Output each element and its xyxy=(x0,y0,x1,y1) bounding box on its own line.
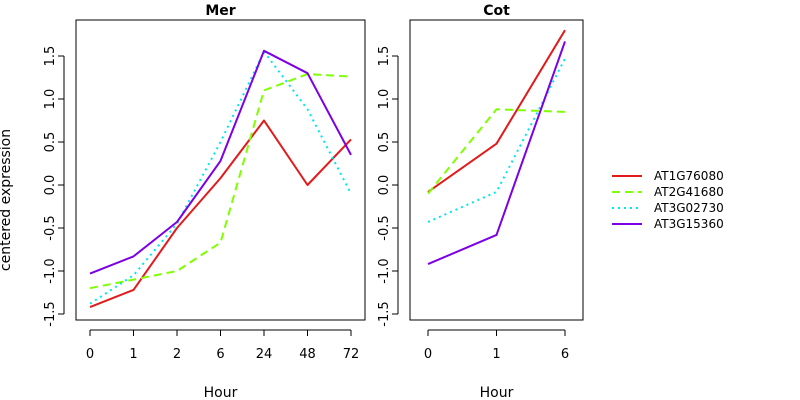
mer-panel: Mer -1.5 -1.0 -0.5 0.0 0.5 1.0 1.5 0 1 2 6 24 48 72 Hou… xyxy=(0,3,366,400)
x-axis-title: Hour xyxy=(480,385,514,400)
y-tick-label: -0.5 xyxy=(377,215,392,240)
plot-frame xyxy=(409,19,584,321)
series-line-at3g15360 xyxy=(427,41,566,266)
x-tick-label: 6 xyxy=(561,347,569,362)
panel-title: Mer xyxy=(205,3,235,19)
x-tick-label: 2 xyxy=(173,347,181,362)
series-line-at3g02730 xyxy=(89,50,352,305)
y-tick-label: -0.5 xyxy=(43,215,58,240)
legend-label: AT3G15360 xyxy=(654,217,724,231)
legend-label: AT2G41680 xyxy=(654,185,724,199)
x-tick-label: 24 xyxy=(256,347,273,362)
y-tick-label: 1.0 xyxy=(377,89,392,110)
panel-title: Cot xyxy=(483,3,510,19)
y-tick-label: -1.0 xyxy=(43,258,58,283)
y-tick-label: 0.0 xyxy=(377,175,392,196)
y-tick-label: -1.5 xyxy=(43,301,58,326)
series-line-at3g02730 xyxy=(427,58,566,223)
x-tick-label: 0 xyxy=(86,347,94,362)
y-tick-label: 1.0 xyxy=(43,89,58,110)
y-axis-title: centered expression xyxy=(0,129,14,271)
series-line-at2g41680 xyxy=(427,108,566,195)
legend-label: AT3G02730 xyxy=(654,201,724,215)
plot-frame xyxy=(75,19,366,321)
y-tick-label: 1.5 xyxy=(43,46,58,67)
series-line-at1g76080 xyxy=(89,119,352,309)
x-tick-label: 0 xyxy=(424,347,432,362)
series-line-at3g15360 xyxy=(89,49,352,275)
legend: AT1G76080 AT2G41680 AT3G02730 AT3G15360 xyxy=(612,169,724,231)
x-tick-label: 72 xyxy=(343,347,360,362)
x-tick-label: 1 xyxy=(492,347,500,362)
x-tick-label: 48 xyxy=(299,347,316,362)
x-tick-label: 6 xyxy=(216,347,224,362)
x-axis-title: Hour xyxy=(204,385,238,400)
y-tick-label: 0.5 xyxy=(43,132,58,153)
y-tick-label: 0.5 xyxy=(377,132,392,153)
y-tick-label: 1.5 xyxy=(377,46,392,67)
y-tick-label: -1.0 xyxy=(377,258,392,283)
legend-label: AT1G76080 xyxy=(654,169,724,183)
y-tick-label: -1.5 xyxy=(377,301,392,326)
x-tick-label: 1 xyxy=(129,347,137,362)
cot-panel: Cot -1.5 -1.0 -0.5 0.0 0.5 1.0 1.5 0 1 6 Hour xyxy=(377,3,584,400)
y-tick-label: 0.0 xyxy=(43,175,58,196)
series-line-at1g76080 xyxy=(427,29,566,193)
